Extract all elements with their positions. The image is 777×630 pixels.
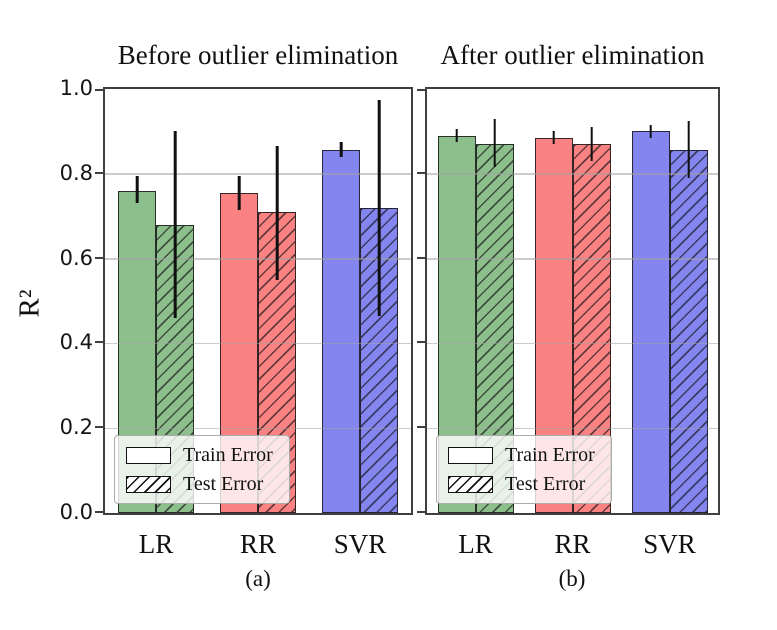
errorbar-train-LR bbox=[135, 175, 139, 204]
legend-swatch-train bbox=[448, 446, 493, 464]
errorbar-train-RR bbox=[237, 175, 241, 210]
errorbar-train-SVR bbox=[649, 125, 652, 138]
y-tick bbox=[417, 89, 427, 91]
gridline bbox=[427, 173, 718, 175]
y-tick bbox=[95, 341, 105, 344]
legend-entry-test: Test Error bbox=[126, 474, 273, 494]
gridline bbox=[105, 173, 411, 175]
gridline bbox=[105, 427, 411, 430]
y-tick bbox=[417, 511, 427, 513]
x-label-SVR: SVR bbox=[333, 529, 387, 559]
y-tick bbox=[417, 171, 427, 174]
x-label-LR: LR bbox=[138, 529, 174, 559]
y-tick-label: 0.6 bbox=[59, 245, 93, 270]
bar-train-SVR bbox=[322, 150, 360, 513]
y-tick-label: 0.4 bbox=[59, 330, 93, 355]
legend-entry-train: Train Error bbox=[448, 445, 595, 465]
errorbar-test-LR bbox=[493, 118, 496, 168]
subplot-caption-b: (b) bbox=[558, 566, 586, 591]
gridline bbox=[427, 258, 718, 260]
legend-swatch-test bbox=[448, 475, 493, 493]
errorbar-train-LR bbox=[455, 129, 458, 142]
legend-swatch-train bbox=[126, 446, 171, 464]
gridline bbox=[427, 342, 718, 345]
y-tick bbox=[417, 256, 427, 259]
y-tick bbox=[95, 89, 105, 91]
subplot-title-after: After outlier elimination bbox=[440, 40, 705, 70]
y-tick-label: 0.2 bbox=[59, 415, 93, 440]
bar-train-SVR bbox=[631, 131, 670, 513]
legend-label-train: Train Error bbox=[183, 444, 273, 466]
errorbar-test-SVR bbox=[687, 120, 690, 179]
legend-label-test: Test Error bbox=[183, 473, 264, 495]
subplot-caption-a: (a) bbox=[245, 566, 271, 591]
y-tick bbox=[95, 426, 105, 429]
y-tick bbox=[417, 341, 427, 344]
gridline bbox=[105, 258, 411, 260]
legend-label-train: Train Error bbox=[505, 444, 595, 466]
legend-box: Train Error Test Error bbox=[114, 435, 290, 504]
x-label-LR: LR bbox=[458, 529, 493, 559]
x-label-SVR: SVR bbox=[643, 529, 696, 559]
plot-panel-before: Train Error Test Error 0.0 0.2 0.4 0.6 0.8 1.… bbox=[60, 76, 413, 559]
y-tick bbox=[95, 511, 105, 513]
legend-entry-train: Train Error bbox=[126, 445, 273, 465]
y-tick bbox=[95, 171, 105, 174]
errorbar-test-RR bbox=[275, 146, 279, 280]
x-label-RR: RR bbox=[239, 529, 277, 559]
y-tick-label: 0.8 bbox=[59, 160, 93, 185]
legend-box: Train Error Test Error bbox=[436, 435, 612, 504]
x-label-RR: RR bbox=[554, 529, 591, 559]
y-tick-label: 1.0 bbox=[59, 76, 93, 100]
errorbar-test-SVR bbox=[377, 99, 381, 316]
plot-panel-after: Train Error Test Error LR RR SVR bbox=[417, 87, 720, 559]
y-tick bbox=[95, 256, 105, 259]
errorbar-train-RR bbox=[552, 131, 555, 145]
y-tick bbox=[417, 426, 427, 429]
errorbar-test-LR bbox=[173, 131, 177, 318]
errorbar-test-RR bbox=[590, 127, 593, 162]
gridline bbox=[105, 342, 411, 345]
gridline bbox=[427, 427, 718, 430]
legend-swatch-test bbox=[126, 475, 171, 493]
y-axis-label: R² bbox=[13, 289, 46, 318]
y-tick-label: 0.0 bbox=[59, 500, 93, 524]
bar-test-SVR bbox=[669, 150, 708, 513]
subplot-title-before: Before outlier elimination bbox=[117, 40, 399, 70]
legend-label-test: Test Error bbox=[505, 473, 586, 495]
errorbar-train-SVR bbox=[339, 142, 343, 157]
legend-entry-test: Test Error bbox=[448, 474, 595, 494]
